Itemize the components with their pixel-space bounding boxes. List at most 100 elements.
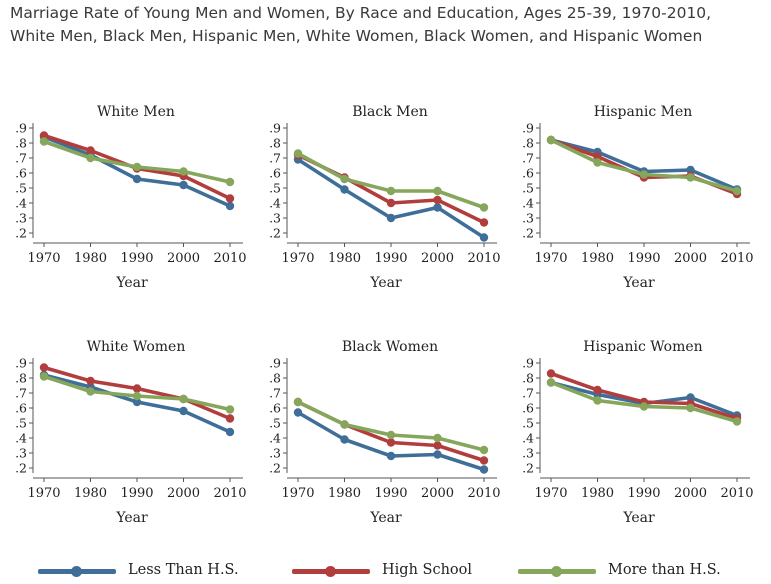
x-tick-label-hispanic-men: 2010 [720,251,753,266]
data-point-more-than-h-s-black-men-1990 [386,186,396,196]
y-tick-label-hispanic-women: .4 [522,431,534,446]
x-tick-label-black-women: 1990 [374,486,407,501]
x-tick-label-hispanic-men: 1980 [581,251,614,266]
data-point-more-than-h-s-hispanic-women-1970 [546,378,556,387]
data-point-high-school-white-men-2010 [225,194,235,203]
data-point-less-than-h-s-black-men-1980 [340,185,349,194]
data-point-less-than-h-s-black-women-2010 [479,465,489,474]
data-point-less-than-h-s-black-women-1990 [386,451,396,461]
x-axis-label-white-men: Year [115,275,148,291]
y-tick-label-hispanic-women: .3 [522,446,534,461]
x-tick-label-hispanic-men: 1970 [534,251,567,266]
y-tick-label-white-men: .7 [15,151,27,166]
data-point-more-than-h-s-hispanic-men-2010 [732,186,742,196]
panel-title-black-women: Black Women [342,339,438,355]
x-tick-label-black-women: 2010 [467,486,500,501]
y-tick-label-hispanic-men: .4 [522,196,534,211]
data-point-less-than-h-s-black-men-1990 [386,213,396,223]
x-tick-label-hispanic-women: 1970 [534,486,567,501]
legend-item-more-than-hs: More than H.S. [518,556,721,584]
y-tick-label-black-men: .9 [269,121,281,136]
data-point-more-than-h-s-white-men-2010 [225,177,235,187]
panel-title-white-men: White Men [97,104,175,120]
y-tick-label-hispanic-men: .3 [522,211,534,226]
data-point-high-school-hispanic-women-1970 [546,369,556,378]
data-point-high-school-black-women-1990 [386,438,396,447]
data-point-more-than-h-s-black-men-2010 [479,203,489,212]
x-axis-label-black-women: Year [369,510,402,526]
y-tick-label-black-women: .8 [269,371,281,386]
x-tick-label-hispanic-women: 1990 [627,486,660,501]
x-tick-label-white-women: 2010 [213,486,246,501]
data-point-less-than-h-s-black-women-1970 [293,408,303,417]
data-point-more-than-h-s-hispanic-men-1990 [639,170,649,179]
x-tick-label-white-men: 1970 [27,251,60,266]
data-point-high-school-white-women-1970 [39,363,49,372]
legend-swatch-less-than-hs [38,556,116,584]
y-tick-label-white-women: .9 [15,356,27,371]
legend-swatch-more-than-hs [518,556,596,584]
legend-swatch-high-school [292,556,370,584]
data-point-more-than-h-s-white-women-1970 [39,372,49,381]
x-tick-label-white-men: 2010 [213,251,246,266]
legend: Less Than H.S. High School More than H.S… [0,556,771,584]
y-tick-label-hispanic-men: .2 [522,226,534,241]
data-point-more-than-h-s-hispanic-women-1980 [593,396,602,405]
legend-dot-high-school [325,566,336,577]
x-tick-label-hispanic-men: 2000 [674,251,707,266]
y-tick-label-hispanic-women: .9 [522,356,534,371]
data-point-less-than-h-s-hispanic-men-2000 [686,165,695,175]
data-point-less-than-h-s-white-women-2000 [179,406,188,416]
data-point-less-than-h-s-white-men-1990 [132,174,142,184]
y-tick-label-hispanic-women: .8 [522,371,534,386]
panel-title-black-men: Black Men [352,104,428,120]
series-line-high-school-hispanic-men [549,138,739,196]
data-point-more-than-h-s-black-men-1970 [293,149,303,158]
x-tick-label-hispanic-women: 2000 [674,486,707,501]
y-tick-label-white-women: .4 [15,431,27,446]
y-tick-label-white-men: .8 [15,136,27,151]
data-point-more-than-h-s-white-women-1990 [132,391,142,401]
x-tick-label-black-women: 1980 [328,486,361,501]
data-point-high-school-black-men-1990 [386,198,396,208]
x-axis-label-hispanic-men: Year [622,275,655,291]
x-axis-label-hispanic-women: Year [622,510,655,526]
x-tick-label-white-women: 1990 [120,486,153,501]
panel-title-hispanic-men: Hispanic Men [594,104,693,120]
data-point-high-school-black-men-2010 [479,218,489,227]
data-point-more-than-h-s-black-women-1990 [386,430,396,440]
y-tick-label-hispanic-women: .5 [522,416,534,431]
data-point-more-than-h-s-black-women-1980 [340,420,349,429]
x-tick-label-white-women: 1970 [27,486,60,501]
data-point-more-than-h-s-white-women-2000 [179,394,188,404]
y-tick-label-black-men: .3 [269,211,281,226]
panel-title-white-women: White Women [87,339,186,355]
data-point-high-school-black-women-2000 [433,441,442,450]
data-point-high-school-white-men-1980 [86,146,95,155]
y-tick-label-black-women: .9 [269,356,281,371]
data-point-more-than-h-s-hispanic-men-2000 [686,173,695,182]
y-tick-label-hispanic-men: .9 [522,121,534,136]
y-tick-label-black-women: .3 [269,446,281,461]
chart-title: Marriage Rate of Young Men and Women, By… [10,4,712,45]
data-point-less-than-h-s-white-men-2010 [225,201,235,211]
data-point-less-than-h-s-white-men-2000 [179,180,188,190]
y-tick-label-black-men: .4 [269,196,281,211]
y-tick-label-hispanic-men: .6 [522,166,534,181]
y-tick-label-hispanic-men: .5 [522,181,534,196]
data-point-less-than-h-s-white-women-1990 [132,397,142,407]
data-point-less-than-h-s-black-men-2010 [479,233,489,242]
y-tick-label-white-men: .4 [15,196,27,211]
data-point-more-than-h-s-white-men-1980 [86,153,95,163]
y-tick-label-black-men: .8 [269,136,281,151]
data-point-more-than-h-s-hispanic-men-1980 [593,158,602,167]
y-tick-label-black-men: .7 [269,151,281,166]
data-point-less-than-h-s-black-women-2000 [433,450,442,459]
x-tick-label-white-men: 1980 [74,251,107,266]
